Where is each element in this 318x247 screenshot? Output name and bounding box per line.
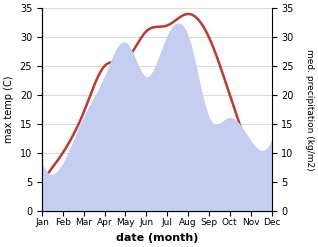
Y-axis label: med. precipitation (kg/m2): med. precipitation (kg/m2) <box>305 49 314 170</box>
Y-axis label: max temp (C): max temp (C) <box>4 76 14 143</box>
X-axis label: date (month): date (month) <box>115 233 198 243</box>
